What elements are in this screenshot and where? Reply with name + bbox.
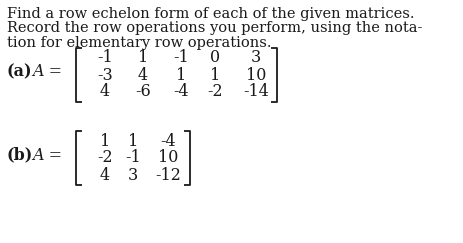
Text: 1: 1 bbox=[210, 67, 220, 84]
Text: -4: -4 bbox=[173, 84, 189, 101]
Text: (a): (a) bbox=[7, 63, 32, 80]
Text: A =: A = bbox=[32, 147, 62, 164]
Text: 1: 1 bbox=[138, 50, 148, 67]
Text: 10: 10 bbox=[246, 67, 266, 84]
Text: -1: -1 bbox=[173, 50, 189, 67]
Text: -4: -4 bbox=[160, 132, 176, 149]
Text: 1: 1 bbox=[176, 67, 186, 84]
Text: -6: -6 bbox=[135, 84, 151, 101]
Text: 4: 4 bbox=[138, 67, 148, 84]
Text: 3: 3 bbox=[251, 50, 261, 67]
Text: -14: -14 bbox=[243, 84, 269, 101]
Text: -2: -2 bbox=[97, 149, 113, 166]
Text: (b): (b) bbox=[7, 147, 33, 164]
Text: A =: A = bbox=[32, 63, 62, 80]
Text: 4: 4 bbox=[100, 84, 110, 101]
Text: -1: -1 bbox=[97, 50, 113, 67]
Text: -12: -12 bbox=[155, 166, 181, 183]
Text: 1: 1 bbox=[128, 132, 138, 149]
Text: Find a row echelon form of each of the given matrices.: Find a row echelon form of each of the g… bbox=[7, 7, 414, 21]
Text: 4: 4 bbox=[100, 166, 110, 183]
Text: 1: 1 bbox=[100, 132, 110, 149]
Text: tion for elementary row operations.: tion for elementary row operations. bbox=[7, 36, 271, 50]
Text: 10: 10 bbox=[158, 149, 178, 166]
Text: 0: 0 bbox=[210, 50, 220, 67]
Text: -3: -3 bbox=[97, 67, 113, 84]
Text: -1: -1 bbox=[125, 149, 141, 166]
Text: Record the row operations you perform, using the nota-: Record the row operations you perform, u… bbox=[7, 21, 422, 35]
Text: -2: -2 bbox=[207, 84, 223, 101]
Text: 3: 3 bbox=[128, 166, 138, 183]
